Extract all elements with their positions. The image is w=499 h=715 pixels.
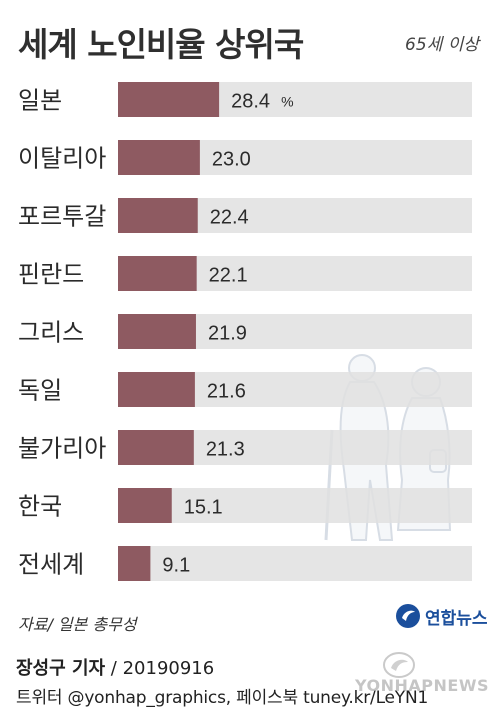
category-label: 그리스 [18, 319, 84, 347]
source-note: 자료/ 일본 총무성 [18, 615, 137, 634]
social-links: 트위터 @yonhap_graphics, 페이스북 tuney.kr/LeYN… [16, 688, 429, 708]
value-unit: % [281, 94, 293, 110]
category-label: 독일 [18, 377, 62, 405]
date-separator: / [105, 658, 123, 679]
category-label: 한국 [18, 493, 62, 521]
bar-track [118, 546, 472, 581]
chart-area: 일본 28.4% 이탈리아 23.0 포르투갈 22.4 핀란드 22.1 그리스 21.9 독일 2… [0, 70, 499, 605]
bar-row: 전세계 9.1 [18, 546, 472, 581]
value-label: 22.4 [210, 207, 249, 229]
bar [118, 82, 220, 117]
category-label: 포르투갈 [18, 203, 106, 231]
bar [118, 140, 200, 175]
publish-date: 20190916 [122, 658, 215, 679]
bar-row: 그리스 21.9 [18, 314, 472, 349]
category-label: 전세계 [18, 551, 84, 579]
value-label: 9.1 [162, 555, 190, 577]
bar-row: 핀란드 22.1 [18, 256, 472, 291]
value-label: 23.0 [212, 149, 251, 171]
value-label: 15.1 [184, 497, 223, 519]
category-label: 불가리아 [18, 435, 106, 463]
bar-row: 일본 28.4% [18, 82, 472, 117]
bar-chart: 일본 28.4 % 이탈리아 23.0 포르투갈 22.4 핀란드 22.1 그리스 21.9 독일 2… [18, 82, 472, 581]
bar [118, 256, 197, 291]
value-label: 22.1 [209, 265, 248, 287]
logo-text: 연합뉴스 [425, 608, 488, 629]
bar-row: 포르투갈 22.4 [18, 198, 472, 233]
value-label: 28.4 [231, 91, 270, 113]
bar [118, 198, 198, 233]
bar-row: 독일 21.6 [18, 372, 472, 407]
bar [118, 546, 151, 581]
bar-track [118, 488, 472, 523]
category-label: 이탈리아 [18, 145, 106, 173]
watermark-icon [383, 652, 415, 678]
unit-note: 65세 이상 [405, 35, 479, 55]
value-label: 21.3 [206, 439, 245, 461]
bar [118, 430, 194, 465]
reporter-name: 장성구 기자 [16, 658, 106, 679]
category-label: 일본 [18, 87, 62, 115]
credit-line: 장성구 기자 / 20190916 [16, 654, 214, 680]
yonhap-logo: 연합뉴스 [395, 603, 488, 629]
watermark-text: YONHAPNEWS [355, 676, 489, 695]
bar-row: 한국 15.1 [18, 488, 472, 523]
yonhap-logo-icon [396, 604, 420, 628]
bar [118, 488, 172, 523]
bar-row: 이탈리아 23.0 [18, 140, 472, 175]
bar-row: 불가리아 21.3 [18, 430, 472, 465]
value-label: 21.9 [208, 323, 247, 345]
chart-title: 세계 노인비율 상위국 [18, 25, 304, 64]
bar [118, 372, 195, 407]
bar [118, 314, 196, 349]
category-label: 핀란드 [18, 261, 84, 289]
header: 세계 노인비율 상위국 65세 이상 [0, 0, 499, 70]
value-label: 21.6 [207, 381, 246, 403]
